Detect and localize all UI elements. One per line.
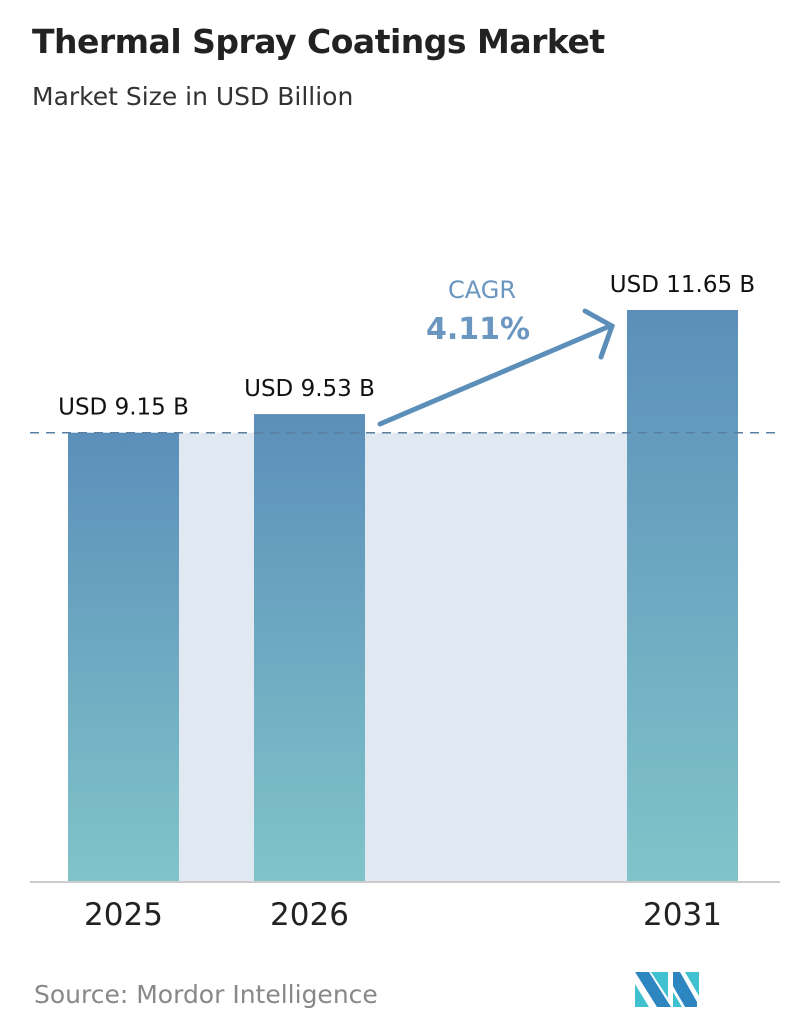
data-label: USD 9.15 B <box>58 395 189 421</box>
cagr-arrow <box>377 308 616 427</box>
x-tick-label: 2025 <box>84 897 163 933</box>
bar-2031 <box>627 310 738 882</box>
cagr-label: CAGR <box>448 276 516 304</box>
mordor-logo <box>635 972 699 1007</box>
cagr-value: 4.11% <box>426 312 530 347</box>
x-tick-label: 2031 <box>643 897 722 933</box>
data-label: USD 9.53 B <box>244 376 375 402</box>
bar-2025 <box>68 432 179 882</box>
x-tick-label: 2026 <box>270 897 349 933</box>
source-note: Source: Mordor Intelligence <box>34 980 378 1009</box>
chart-subtitle: Market Size in USD Billion <box>32 82 354 111</box>
bar-2026 <box>254 414 365 882</box>
data-label: USD 11.65 B <box>610 272 755 298</box>
chart-title: Thermal Spray Coatings Market <box>32 22 605 61</box>
